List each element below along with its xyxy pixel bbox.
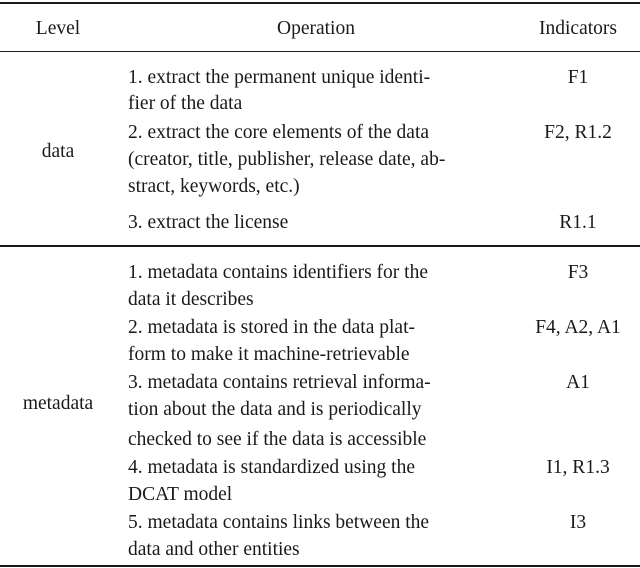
operation-line: form to make it machine-retrievable [128,344,410,365]
operation-line: 2. extract the core elements of the data [128,122,430,143]
operation-line: 4. metadata is standardized using the [128,457,415,478]
operation-line: 5. metadata contains links between the [128,512,430,533]
header-level: Level [35,18,81,39]
operation-line: data and other entities [128,539,300,560]
operation-line: DCAT model [128,484,233,505]
operation-line: fier of the data [128,93,243,114]
indicators-cell: F3 [567,262,589,283]
operation-line: (creator, title, publisher, release date… [128,149,446,170]
indicators-cell: I3 [569,512,587,533]
level-cell: data [41,141,75,162]
indicators-cell: A1 [566,372,590,393]
operation-line: 1. metadata contains identifiers for the [128,262,428,283]
header-operation: Operation [277,18,355,39]
operation-line: 3. extract the license [128,212,289,233]
group-rule [0,245,640,247]
operation-line: checked to see if the data is accessible [128,429,427,450]
indicators-cell: R1.1 [559,212,597,233]
header-rule [0,51,640,52]
top-rule [0,2,640,4]
header-indicators: Indicators [539,18,617,39]
indicators-cell: F4, A2, A1 [535,317,621,338]
operation-line: 1. extract the permanent unique identi- [128,67,431,88]
bottom-rule [0,565,640,567]
operation-line: tion about the data and is periodically [128,399,422,420]
level-cell: metadata [22,393,94,414]
operation-line: data it describes [128,289,254,310]
operation-line: stract, keywords, etc.) [128,176,300,197]
indicators-cell: F2, R1.2 [544,122,612,143]
operation-line: 3. metadata contains retrieval informa- [128,372,431,393]
indicators-cell: F1 [567,67,589,88]
indicators-cell: I1, R1.3 [546,457,610,478]
operation-line: 2. metadata is stored in the data plat- [128,317,415,338]
